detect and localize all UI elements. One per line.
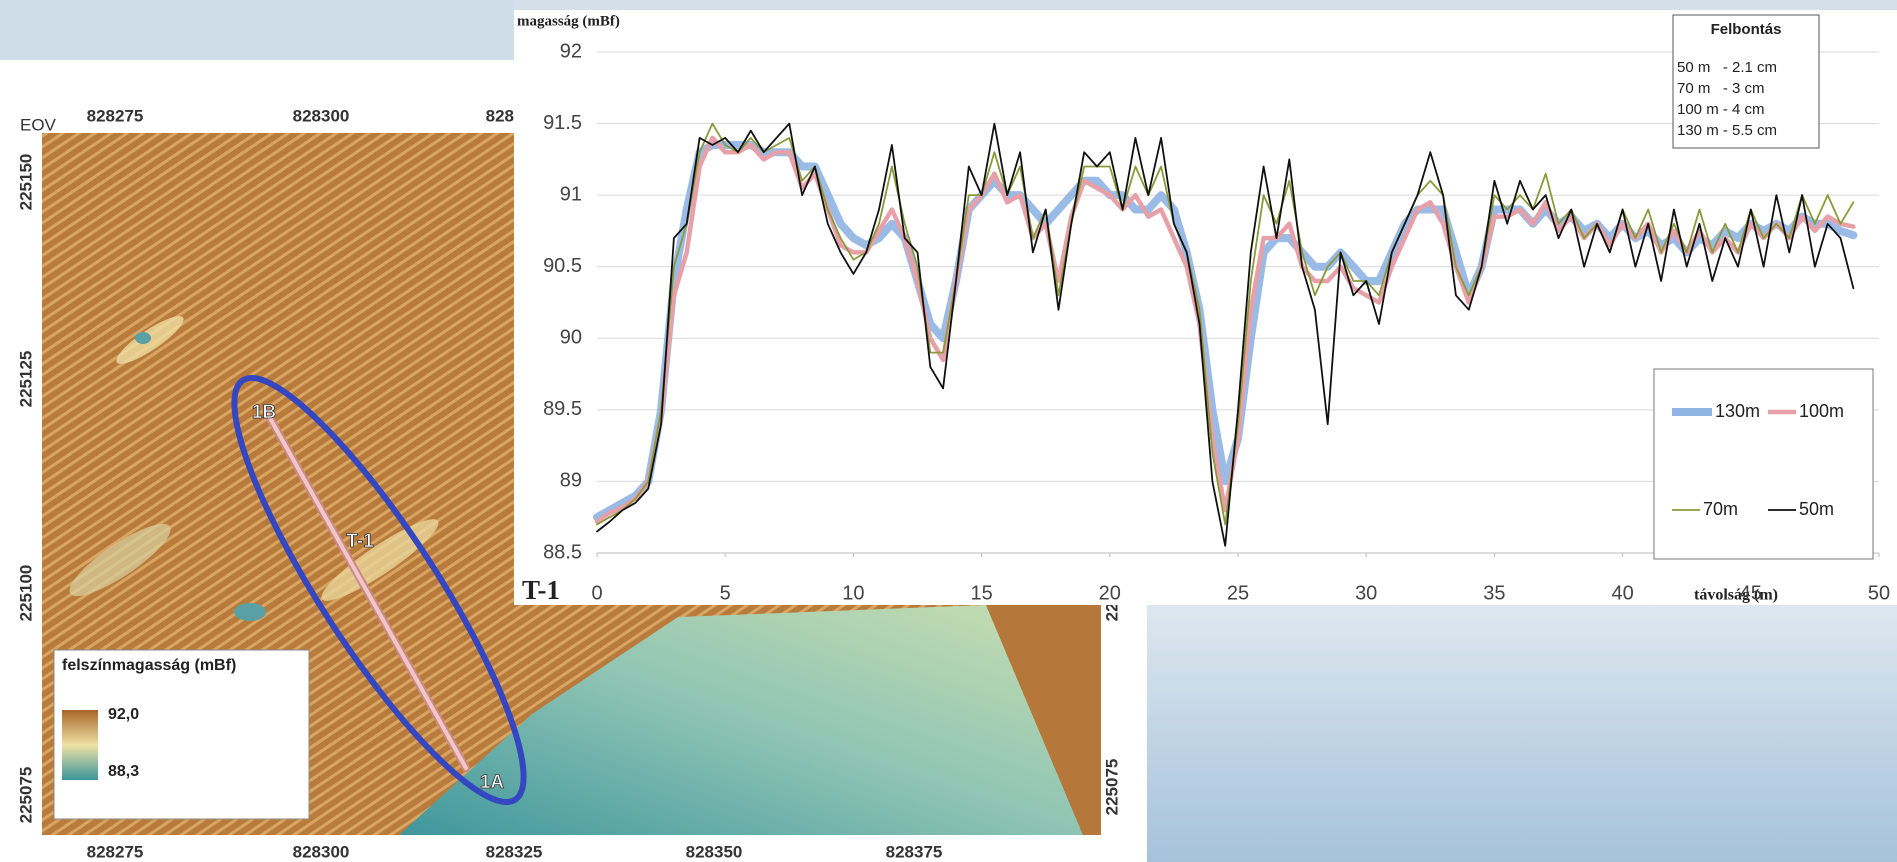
profile-title: T-1 <box>522 575 560 605</box>
y-tick-label: 89.5 <box>543 398 582 420</box>
map-x-tick-label: 828300 <box>293 106 350 125</box>
map-y-tick-label: 225150 <box>16 154 35 211</box>
annotation-title: Felbontás <box>1711 21 1782 38</box>
x-tick-label: 35 <box>1483 582 1505 604</box>
x-tick-label: 40 <box>1611 582 1633 604</box>
x-axis-label: távolság (m) <box>1694 587 1778 604</box>
x-tick-label: 45 <box>1740 582 1762 604</box>
annotation-line: 50 m - 2.1 cm <box>1677 59 1777 76</box>
map-x-tick-label: 828300 <box>293 842 350 861</box>
corner-band <box>0 0 514 60</box>
legend-label: 130m <box>1715 401 1760 421</box>
map-corner-label: EOV <box>20 115 57 134</box>
y-tick-label: 90.5 <box>543 255 582 277</box>
x-tick-label: 5 <box>720 582 731 604</box>
profile-label: T-1 <box>346 531 374 552</box>
map-x-tick-label: 828325 <box>486 842 543 861</box>
legend-label: 70m <box>1703 499 1738 519</box>
map-x-tick-label: 828275 <box>87 106 144 125</box>
map-y-tick-label: 225125 <box>16 351 35 408</box>
y-axis-label: magasság (mBf) <box>517 13 620 29</box>
map-legend-max: 92,0 <box>108 706 139 723</box>
legend-label: 100m <box>1799 401 1844 421</box>
map-legend: felszínmagasság (mBf) 92,0 88,3 <box>54 650 309 819</box>
annotation-line: 130 m - 5.5 cm <box>1677 122 1777 139</box>
y-tick-label: 89 <box>560 470 582 492</box>
legend-box <box>1654 369 1873 559</box>
map-y-tick-label: 225075 <box>16 767 35 824</box>
map-x-tick-label: 828350 <box>686 842 743 861</box>
x-tick-label: 50 <box>1868 582 1890 604</box>
page: {"chart_data": {"type": "line", "ylabel"… <box>0 0 1897 862</box>
x-tick-label: 30 <box>1355 582 1377 604</box>
legend-label: 50m <box>1799 499 1834 519</box>
decor-box <box>1147 605 1897 862</box>
annotation-line: 100 m - 4 cm <box>1677 101 1765 118</box>
y-tick-label: 92 <box>560 40 582 62</box>
y-tick-label: 91.5 <box>543 112 582 134</box>
point-label: 1B <box>252 402 276 423</box>
map-legend-title: felszínmagasság (mBf) <box>62 657 236 674</box>
x-tick-label: 25 <box>1227 582 1249 604</box>
x-tick-label: 10 <box>842 582 864 604</box>
map-legend-ramp <box>62 710 98 780</box>
y-tick-label: 88.5 <box>543 541 582 563</box>
map-x-tick-label: 828375 <box>886 842 943 861</box>
map-x-tick-label: 828275 <box>87 842 144 861</box>
y-tick-label: 91 <box>560 183 582 205</box>
y-tick-label: 90 <box>560 327 582 349</box>
x-tick-label: 20 <box>1099 582 1121 604</box>
figure: EOV 828275828300828325828275828300828325… <box>0 0 1897 862</box>
x-tick-label: 15 <box>970 582 992 604</box>
annotation-line: 70 m - 3 cm <box>1677 80 1765 97</box>
map-y-tick-label: 225075 <box>1102 759 1121 816</box>
map-y-tick-label: 225100 <box>16 565 35 622</box>
point-label: 1A <box>480 772 505 793</box>
x-tick-label: 0 <box>591 582 602 604</box>
map-legend-min: 88,3 <box>108 763 139 780</box>
